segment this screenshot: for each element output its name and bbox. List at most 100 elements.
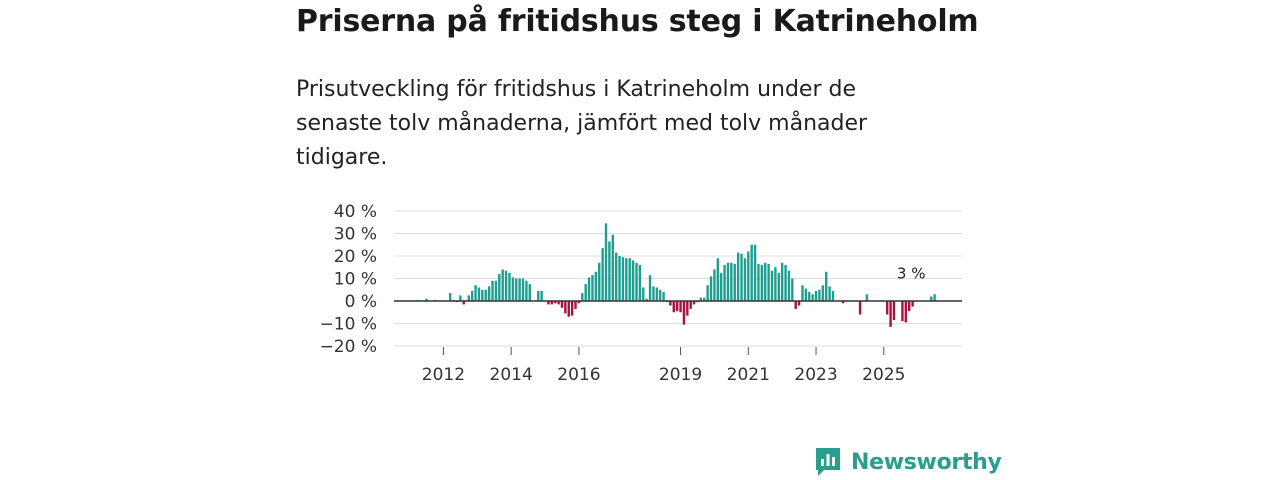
bar-positive — [784, 265, 787, 301]
bar-positive — [757, 263, 760, 302]
bar-negative — [462, 301, 465, 305]
bar-negative — [672, 301, 675, 313]
bar-positive — [767, 263, 770, 302]
x-tick-label: 2012 — [422, 365, 465, 385]
bar-positive — [504, 270, 508, 302]
x-tick-label: 2016 — [557, 365, 600, 385]
bar-negative — [686, 301, 689, 316]
bar-positive — [628, 258, 631, 301]
y-tick-label: 40 % — [334, 202, 377, 222]
bar-positive — [828, 286, 831, 302]
bar-positive — [787, 270, 791, 302]
bar-negative — [892, 301, 896, 321]
bar-positive — [719, 272, 723, 302]
bar-positive — [811, 294, 814, 301]
bar-positive — [467, 295, 471, 302]
bar-positive — [625, 258, 628, 301]
bar-positive — [448, 293, 452, 302]
bar-positive — [770, 270, 774, 302]
bar-positive — [621, 257, 625, 302]
bar-positive — [791, 278, 794, 301]
bar-positive — [484, 289, 487, 301]
bar-positive — [594, 271, 598, 301]
bar-negative — [574, 301, 577, 309]
x-tick-label: 2019 — [659, 365, 702, 385]
bar-negative — [911, 301, 914, 307]
bar-positive — [652, 286, 655, 302]
bar-negative — [692, 301, 696, 305]
bar-positive — [801, 285, 804, 301]
bar-positive — [601, 248, 604, 302]
bar-positive — [760, 265, 764, 301]
bar-positive — [508, 272, 511, 302]
bar-negative — [577, 301, 581, 304]
bar-positive — [753, 244, 757, 301]
latest-value-annotation: 3 % — [897, 264, 926, 282]
x-tick-label: 2023 — [794, 365, 837, 385]
newsworthy-logo: Newsworthy — [814, 446, 1002, 478]
bar-positive — [703, 297, 706, 302]
bar-positive — [655, 287, 659, 301]
bar-positive — [481, 289, 484, 301]
bar-positive — [808, 292, 811, 301]
bar-positive — [511, 277, 515, 302]
bar-positive — [491, 280, 494, 301]
bar-negative — [567, 301, 570, 317]
bar-positive — [614, 252, 618, 302]
bar-positive — [471, 290, 474, 302]
bar-positive — [726, 262, 730, 301]
bar-positive — [604, 223, 608, 302]
bar-positive — [611, 234, 614, 302]
bar-positive — [598, 262, 601, 301]
bar-positive — [764, 262, 767, 301]
bar-positive — [501, 269, 504, 301]
bar-negative — [554, 301, 557, 304]
bar-positive — [474, 285, 477, 301]
bar-negative — [794, 301, 797, 309]
bar-negative — [550, 301, 554, 305]
bar-positive — [933, 294, 936, 301]
bar-positive — [747, 251, 750, 301]
bar-positive — [774, 267, 777, 301]
bar-negative — [682, 301, 686, 325]
bar-positive — [821, 285, 825, 301]
bar-positive — [730, 262, 733, 301]
bar-positive — [699, 297, 703, 302]
bar-positive — [540, 290, 543, 302]
bar-negative — [889, 301, 892, 327]
bar-positive — [618, 256, 621, 301]
bar-negative — [885, 301, 889, 315]
bar-positive — [713, 269, 716, 301]
x-tick-label: 2021 — [727, 365, 770, 385]
bar-negative — [689, 301, 692, 309]
bar-positive — [736, 252, 740, 302]
bar-positive — [591, 275, 594, 302]
bar-positive — [706, 285, 709, 301]
y-tick-label: 10 % — [334, 270, 377, 290]
bar-negative — [908, 301, 911, 312]
bar-positive — [515, 278, 518, 301]
bar-positive — [638, 265, 642, 301]
bar-positive — [716, 258, 719, 301]
bar-positive — [608, 241, 611, 302]
bar-positive — [662, 292, 665, 301]
bar-positive — [723, 265, 726, 301]
x-tick-label: 2025 — [862, 365, 905, 385]
bar-positive — [459, 295, 462, 302]
bar-positive — [581, 293, 584, 302]
y-tick-label: 0 % — [345, 292, 377, 312]
bar-positive — [425, 298, 428, 301]
bar-positive — [659, 289, 662, 301]
bar-negative — [570, 301, 574, 316]
chart-title: Priserna på fritidshus steg i Katrinehol… — [296, 4, 979, 39]
bar-negative — [797, 301, 801, 306]
bar-positive — [584, 284, 587, 302]
bar-positive — [777, 272, 780, 302]
bar-positive — [743, 258, 747, 301]
y-tick-label: −10 % — [320, 315, 377, 335]
bar-negative — [557, 301, 560, 305]
bar-negative — [560, 301, 564, 308]
bar-positive — [498, 274, 501, 301]
bar-positive — [831, 290, 835, 302]
bar-negative — [904, 301, 908, 323]
